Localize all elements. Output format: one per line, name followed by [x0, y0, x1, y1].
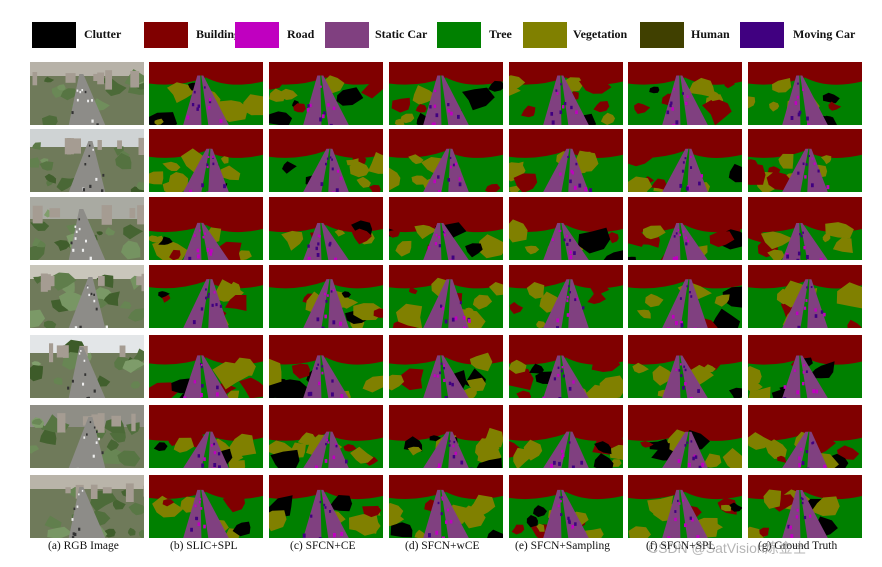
segmentation-map	[389, 62, 503, 125]
segmentation-map	[748, 62, 862, 125]
aerial-rgb-image	[30, 197, 144, 260]
segmentation-map	[628, 197, 742, 260]
column-caption: (f) SFCN+SPL	[646, 540, 716, 552]
segmentation-map	[509, 197, 623, 260]
segmentation-map	[269, 129, 383, 192]
legend-label: Tree	[489, 27, 512, 41]
segmentation-map	[509, 129, 623, 192]
segmentation-map	[149, 129, 263, 192]
segmentation-map	[748, 475, 862, 538]
segmentation-map	[748, 197, 862, 260]
legend-swatch	[32, 22, 76, 48]
segmentation-map	[269, 265, 383, 328]
aerial-rgb-image	[30, 265, 144, 328]
segmentation-map	[149, 335, 263, 398]
segmentation-map	[269, 197, 383, 260]
segmentation-map	[509, 62, 623, 125]
segmentation-map	[389, 197, 503, 260]
column-caption: (b) SLIC+SPL	[170, 540, 238, 552]
class-legend: Clutter Building Road Static Car Tree Ve…	[32, 22, 864, 48]
segmentation-map	[748, 405, 862, 468]
segmentation-map	[269, 335, 383, 398]
segmentation-map	[748, 335, 862, 398]
segmentation-map	[389, 475, 503, 538]
segmentation-map	[389, 405, 503, 468]
segmentation-map	[628, 475, 742, 538]
legend-swatch	[235, 22, 279, 48]
segmentation-map	[628, 129, 742, 192]
segmentation-map	[389, 265, 503, 328]
segmentation-map	[509, 265, 623, 328]
segmentation-map	[748, 265, 862, 328]
segmentation-map	[509, 405, 623, 468]
legend-swatch	[640, 22, 684, 48]
legend-swatch	[144, 22, 188, 48]
column-caption: (d) SFCN+wCE	[405, 540, 480, 552]
segmentation-map	[149, 62, 263, 125]
segmentation-map	[628, 405, 742, 468]
segmentation-map	[149, 265, 263, 328]
segmentation-map	[389, 335, 503, 398]
column-caption: (e) SFCN+Sampling	[515, 540, 610, 552]
segmentation-map	[149, 475, 263, 538]
legend-label: Static Car	[375, 27, 428, 41]
legend-label: Moving Car	[793, 27, 856, 41]
aerial-rgb-image	[30, 475, 144, 538]
legend-label: Road	[287, 27, 315, 41]
segmentation-map	[748, 129, 862, 192]
segmentation-map	[389, 129, 503, 192]
segmentation-map	[269, 62, 383, 125]
legend-label: Human	[691, 27, 730, 41]
legend-label: Building	[196, 27, 241, 41]
column-caption: (g) Ground Truth	[758, 540, 838, 552]
aerial-rgb-image	[30, 62, 144, 125]
segmentation-map	[269, 475, 383, 538]
segmentation-map	[628, 265, 742, 328]
segmentation-map	[628, 62, 742, 125]
legend-swatch	[523, 22, 567, 48]
legend-swatch	[740, 22, 784, 48]
segmentation-map	[509, 475, 623, 538]
segmentation-map	[628, 335, 742, 398]
legend-label: Vegetation	[573, 27, 628, 41]
aerial-rgb-image	[30, 405, 144, 468]
segmentation-map	[149, 197, 263, 260]
column-caption: (c) SFCN+CE	[290, 540, 356, 552]
legend-swatch	[437, 22, 481, 48]
legend-swatch	[325, 22, 369, 48]
aerial-rgb-image	[30, 335, 144, 398]
aerial-rgb-image	[30, 129, 144, 192]
segmentation-map	[269, 405, 383, 468]
watermark: CSDN @SatVision炼金士	[648, 540, 807, 556]
legend-label: Clutter	[84, 27, 122, 41]
column-caption: (a) RGB Image	[48, 540, 119, 552]
segmentation-map	[149, 405, 263, 468]
segmentation-map	[509, 335, 623, 398]
